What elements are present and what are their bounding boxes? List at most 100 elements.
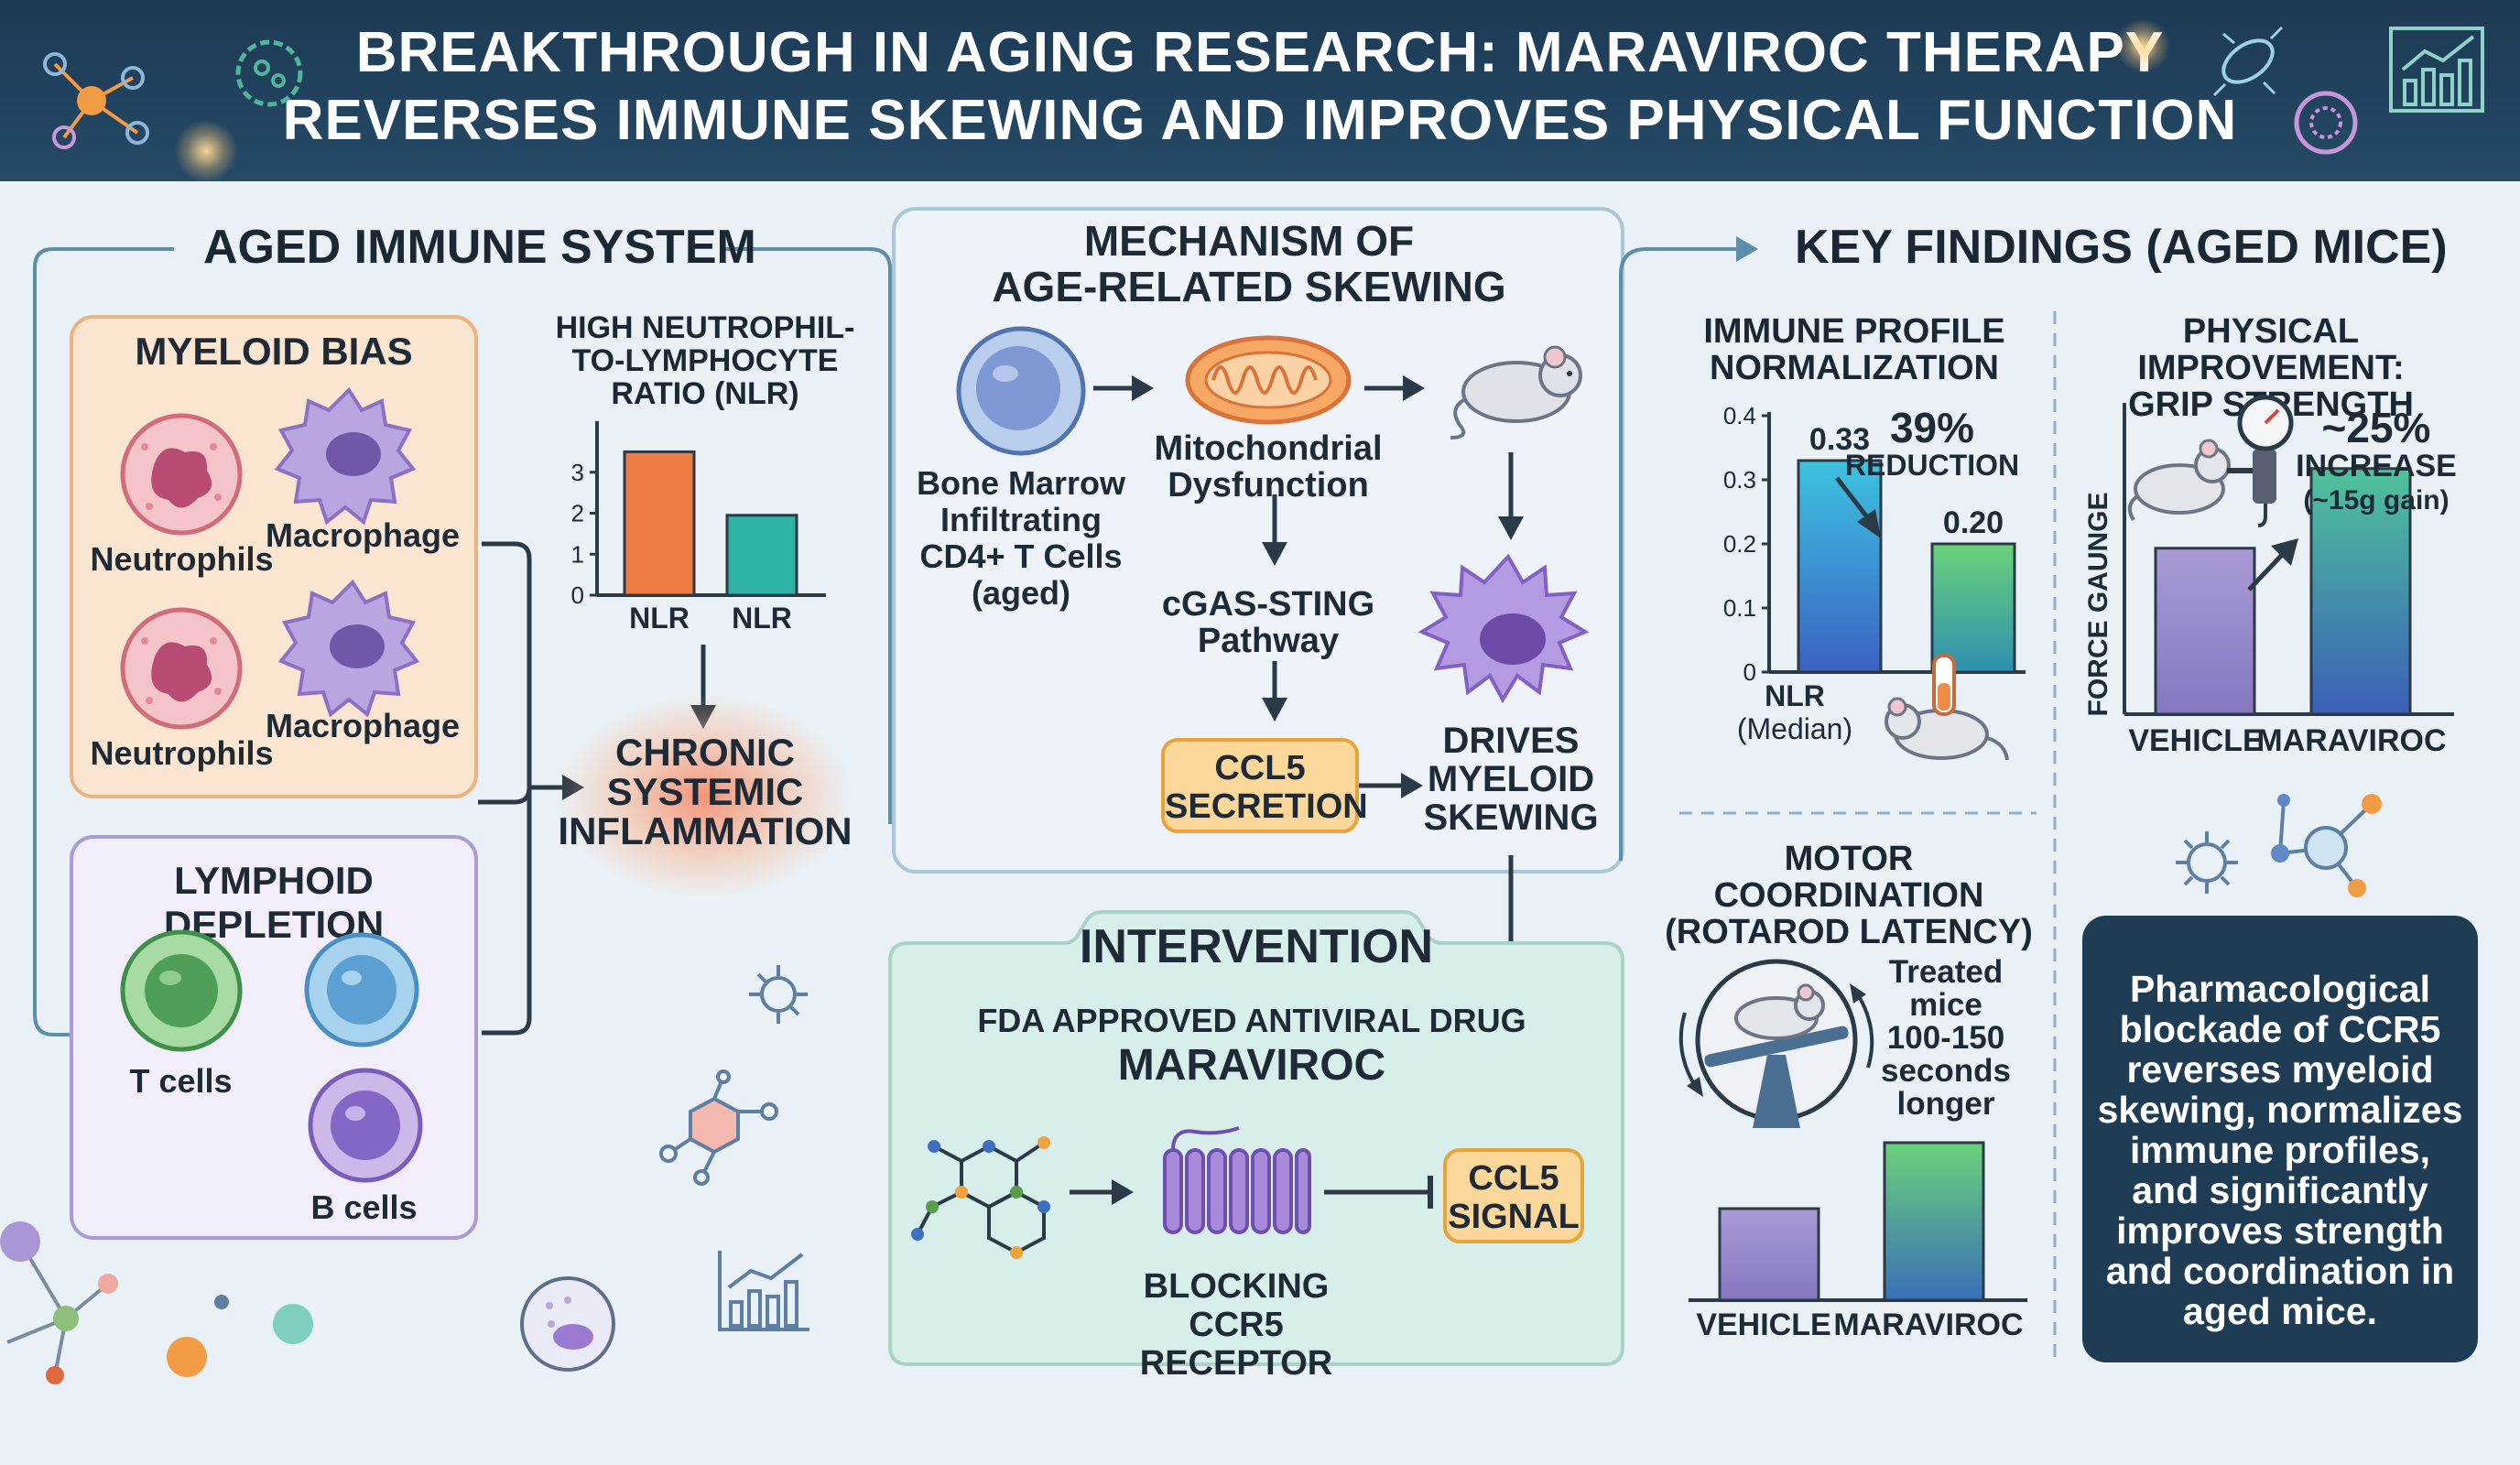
molecule-structure-icon: [911, 1136, 1050, 1259]
immune-bar: [1797, 459, 1883, 674]
grip-bar: [2309, 467, 2412, 716]
motor-bar: [1718, 1207, 1820, 1302]
aged-section-title: AGED IMMUNE SYSTEM: [203, 221, 756, 274]
force-gauge-axis-label-wrap: FORCE GAUNGE: [2071, 492, 2126, 716]
immune-y-tick: 0.2: [1723, 530, 1756, 558]
down-arrow: [1262, 494, 1287, 566]
lymphocyte-cell-icon: [304, 932, 419, 1047]
neutrophils-label-2: Neutrophils: [90, 734, 274, 772]
blocking-ccr5-label: BLOCKING CCR5 RECEPTOR: [1139, 1267, 1333, 1383]
drug-name: MARAVIROC: [1117, 1041, 1386, 1090]
b-cells-label: B cells: [310, 1188, 418, 1226]
nlr-y-tick: 2: [571, 500, 584, 527]
particle-decoration: [167, 1295, 313, 1377]
mouse-icon: [1450, 345, 1582, 440]
mitochondrial-dysfunction-label: Mitochondrial Dysfunction: [1154, 429, 1383, 505]
lymphoid-depletion-panel: [70, 835, 478, 1240]
drives-myeloid-skewing-label: DRIVES MYELOID SKEWING: [1423, 721, 1599, 838]
molecule-decoration-icon: [0, 1221, 118, 1384]
cell-decoration-icon: [520, 1276, 615, 1372]
nlr-chart-title: HIGH NEUTROPHIL- TO-LYMPHOCYTE RATIO (NLR): [555, 310, 855, 411]
mouse-test-tube-icon: [1885, 654, 2009, 761]
cd4-t-cell-icon: [956, 326, 1086, 456]
motor-note: Treated mice 100-150 seconds longer: [1881, 954, 2011, 1122]
findings-title: KEY FINDINGS (AGED MICE): [1795, 221, 2448, 274]
molecule-decoration-icon: [659, 1069, 778, 1186]
virus-decoration-icon: [2176, 831, 2238, 894]
macrophage-label-2: Macrophage: [266, 707, 461, 744]
down-arrow: [1498, 452, 1524, 540]
macrophage-label-1: Macrophage: [266, 516, 461, 554]
reduction-percent: 39%: [1889, 404, 1975, 451]
intervention-title: INTERVENTION: [1079, 920, 1434, 973]
bacteria-icon: [2212, 26, 2284, 97]
glow-decoration: [2115, 18, 2170, 73]
reduction-label: REDUCTION: [1844, 449, 2020, 482]
glow-decoration: [174, 119, 238, 183]
intervention-subtitle: FDA APPROVED ANTIVIRAL DRUG: [977, 1002, 1526, 1039]
horizontal-divider: [1679, 811, 2037, 815]
grip-increase-percent: ~25%: [2321, 404, 2431, 451]
b-cell-icon: [308, 1068, 423, 1183]
intervention-panel: [888, 910, 1624, 1366]
cell-icon: [2294, 91, 2358, 155]
virus-decoration-icon: [749, 965, 808, 1024]
aged-section-frame: [33, 247, 892, 1036]
activated-macrophage-icon: [1418, 553, 1590, 704]
mechanism-title: MECHANISM OF AGE-RELATED SKEWING: [992, 217, 1506, 310]
grip-increase-label: INCREASE: [2296, 449, 2457, 483]
mitochondria-icon: [1185, 335, 1352, 425]
grip-gain-label: (~15g gain): [2303, 485, 2449, 515]
virus-icon: [235, 39, 303, 107]
motor-coordination-chart: VEHICLE MARAVIROC: [1689, 1135, 2027, 1342]
lymphoid-depletion-title: LYMPHOID DEPLETION: [163, 859, 385, 946]
inflammation-glow: [559, 696, 852, 897]
grip-bar: [2154, 547, 2256, 716]
right-arrow: [1364, 375, 1425, 401]
vertical-divider: [2053, 311, 2057, 1364]
inhibition-arrow: [1324, 1176, 1433, 1209]
ccl5-secretion-box: CCL5 SECRETION: [1161, 738, 1368, 833]
summary-box: Pharmacological blockade of CCR5 reverses …: [2082, 916, 2478, 1362]
molecule-decoration-icon: [2271, 794, 2382, 897]
force-gauge-axis-label: FORCE GAUNGE: [2083, 492, 2113, 717]
motor-category-label: MARAVIROC: [1833, 1308, 2023, 1342]
grip-category-label: VEHICLE: [2128, 723, 2263, 758]
right-arrow: [1359, 773, 1423, 798]
motor-category-label: VEHICLE: [1696, 1308, 1830, 1342]
nlr-y-tick: 3: [571, 459, 584, 486]
virus-decoration-icon: [571, 1392, 645, 1465]
mouse-force-gauge-icon: [2127, 395, 2294, 527]
neutrophils-label-1: Neutrophils: [90, 540, 274, 578]
immune-value-label: 0.33: [1809, 422, 1870, 457]
ccl5-signal-box: CCL5 SIGNAL: [1443, 1148, 1584, 1243]
molecule-icon: [43, 52, 149, 149]
t-cells-label: T cells: [129, 1062, 233, 1100]
grip-category-label: MARAVIROC: [2256, 723, 2446, 758]
header-banner: BREAKTHROUGH IN AGING RESEARCH: MARAVIRO…: [0, 0, 2520, 181]
myeloid-bias-panel: [70, 315, 478, 798]
macrophage-cell-icon: [277, 579, 420, 718]
immune-y-tick: 0.3: [1723, 466, 1756, 494]
nlr-bar: [623, 450, 696, 597]
immune-y-tick: 0.1: [1723, 594, 1756, 622]
t-cell-icon: [120, 929, 243, 1052]
immune-profile-title: IMMUNE PROFILE NORMALIZATION: [1703, 312, 2005, 387]
neutrophil-cell-icon: [120, 413, 243, 536]
immune-y-tick: 0: [1743, 658, 1756, 686]
title-line-1: BREAKTHROUGH IN AGING RESEARCH: MARAVIRO…: [355, 21, 2165, 84]
title-line-2: REVERSES IMMUNE SKEWING AND IMPROVES PHY…: [282, 89, 2238, 152]
motor-coordination-title: MOTOR COORDINATION (ROTAROD LATENCY): [1665, 840, 2033, 951]
increase-arrow: [2247, 538, 2298, 591]
neutrophil-cell-icon: [120, 607, 243, 730]
right-arrow: [1070, 1179, 1134, 1205]
rotarod-icon: [1678, 959, 1874, 1128]
growth-chart-icon: [2389, 27, 2484, 113]
down-arrow: [1262, 661, 1287, 722]
grip-strength-chart: VEHICLE MARAVIROC: [2123, 403, 2454, 758]
macrophage-cell-icon: [274, 386, 417, 526]
nlr-category-label: NLR: [629, 602, 690, 635]
immune-profile-chart: 0 0.1 0.2 0.3 0.4 0.33 0.20: [1703, 402, 2033, 686]
nlr-bar-chart: 0 1 2 3 NLR NLR: [549, 412, 842, 641]
findings-frame-arrow: [1619, 236, 1758, 861]
